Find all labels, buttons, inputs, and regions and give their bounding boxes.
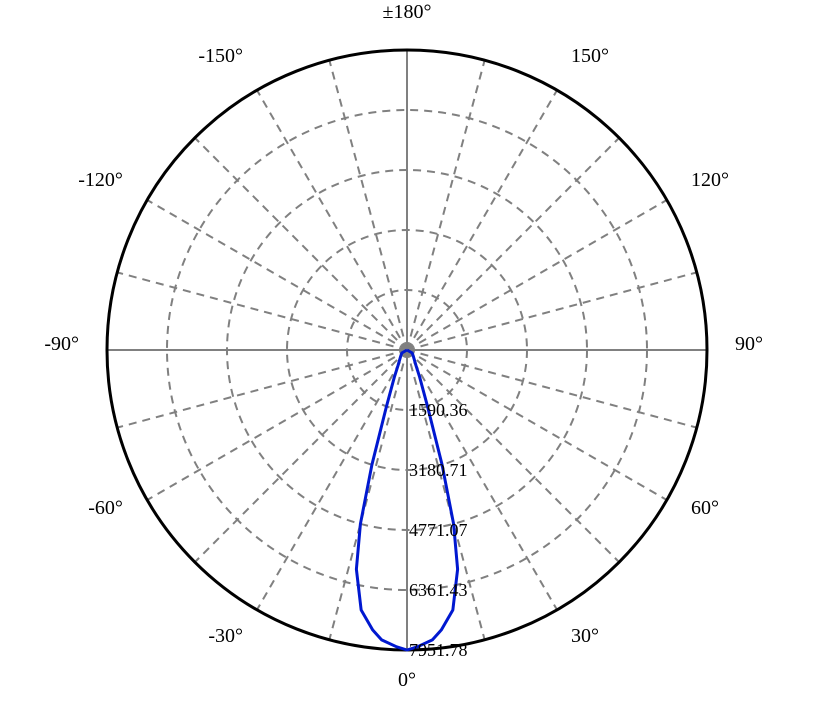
angle-tick-label: 60° (691, 497, 719, 519)
angle-tick-label: 150° (571, 45, 609, 67)
angle-tick-label: -90° (44, 333, 79, 355)
radial-tick-label: 6361.43 (409, 580, 468, 600)
grid-spoke (147, 200, 407, 350)
radial-tick-label: 4771.07 (409, 520, 468, 540)
polar-chart: 1590.36 3180.71 4771.07 6361.43 7951.78 0° 30°… (0, 0, 814, 714)
angle-tick-label: 30° (571, 625, 599, 647)
angle-tick-label: -30° (208, 625, 243, 647)
grid-spoke (195, 138, 407, 350)
grid-spoke (257, 350, 407, 610)
grid-spoke (407, 138, 619, 350)
radial-tick-label: 3180.71 (409, 460, 468, 480)
grid-spoke (407, 200, 667, 350)
angle-tick-label: -60° (88, 497, 123, 519)
grid-spoke (117, 350, 407, 428)
grid-spoke (407, 60, 485, 350)
angle-tick-label: 90° (735, 333, 763, 355)
radial-tick-label: 1590.36 (409, 400, 468, 420)
grid-spoke (407, 272, 697, 350)
polar-svg: 1590.36 3180.71 4771.07 6361.43 7951.78 0° 30°… (0, 0, 814, 714)
radial-tick-label: 7951.78 (409, 640, 468, 660)
angle-tick-label: -150° (198, 45, 243, 67)
angle-tick-label: ±180° (383, 1, 432, 23)
grid-spoke (117, 272, 407, 350)
angle-tick-label: -120° (78, 169, 123, 191)
angle-tick-label: 120° (691, 169, 729, 191)
grid-spoke (329, 350, 407, 640)
grid-spoke (257, 90, 407, 350)
grid-spoke (329, 60, 407, 350)
grid-spoke (407, 90, 557, 350)
angle-tick-label: 0° (398, 669, 416, 691)
